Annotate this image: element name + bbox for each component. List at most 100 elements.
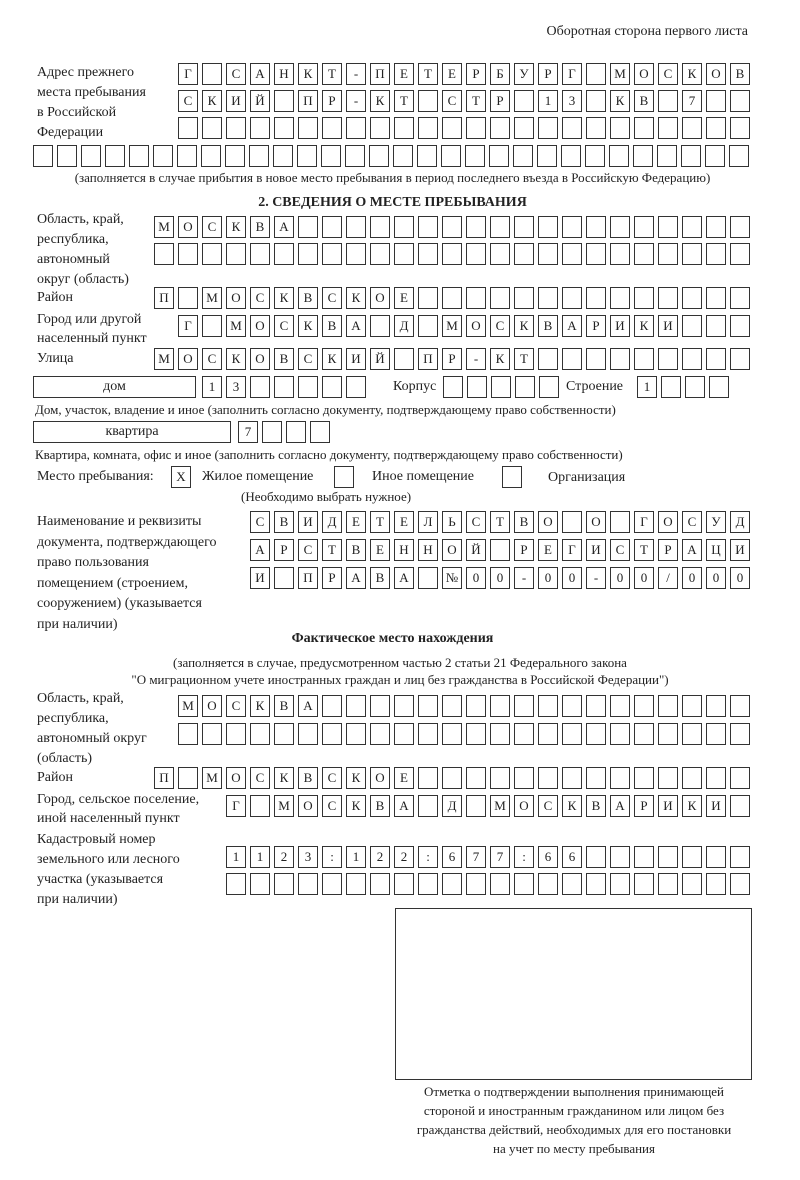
char-cell[interactable] [370, 117, 390, 139]
char-cell[interactable] [310, 421, 330, 443]
char-cell[interactable]: М [226, 315, 246, 337]
char-cell[interactable]: В [346, 539, 366, 561]
char-cell[interactable]: Е [346, 511, 366, 533]
char-cell[interactable] [153, 145, 173, 167]
char-cell[interactable] [610, 695, 630, 717]
char-cell[interactable] [730, 846, 750, 868]
char-cell[interactable] [370, 723, 390, 745]
char-cell[interactable]: Й [250, 90, 270, 112]
char-cell[interactable] [609, 145, 629, 167]
char-cell[interactable]: 2 [370, 846, 390, 868]
char-cell[interactable]: К [610, 90, 630, 112]
char-cell[interactable]: Ь [442, 511, 462, 533]
char-cell[interactable]: Т [322, 63, 342, 85]
char-cell[interactable]: С [274, 315, 294, 337]
char-cell[interactable] [706, 695, 726, 717]
char-cell[interactable]: К [514, 315, 534, 337]
char-cell[interactable]: О [202, 695, 222, 717]
char-cell[interactable]: С [322, 767, 342, 789]
char-cell[interactable]: В [298, 767, 318, 789]
house-type-field[interactable]: дом [33, 376, 196, 398]
char-cell[interactable] [514, 767, 534, 789]
char-cell[interactable] [346, 873, 366, 895]
char-cell[interactable]: П [298, 567, 318, 589]
char-cell[interactable] [634, 723, 654, 745]
char-cell[interactable]: 0 [538, 567, 558, 589]
char-cell[interactable] [202, 243, 222, 265]
char-cell[interactable] [730, 723, 750, 745]
char-cell[interactable]: П [298, 90, 318, 112]
char-cell[interactable] [393, 145, 413, 167]
char-cell[interactable] [442, 873, 462, 895]
char-cell[interactable] [658, 723, 678, 745]
char-cell[interactable]: В [322, 315, 342, 337]
char-cell[interactable]: К [682, 63, 702, 85]
char-cell[interactable] [682, 117, 702, 139]
char-cell[interactable]: Т [634, 539, 654, 561]
char-cell[interactable] [491, 376, 511, 398]
char-cell[interactable]: В [730, 63, 750, 85]
char-cell[interactable]: О [442, 539, 462, 561]
char-cell[interactable]: 1 [226, 846, 246, 868]
char-cell[interactable] [394, 348, 414, 370]
char-cell[interactable] [465, 145, 485, 167]
char-cell[interactable]: С [610, 539, 630, 561]
char-cell[interactable] [370, 695, 390, 717]
char-cell[interactable]: Р [658, 539, 678, 561]
char-cell[interactable] [514, 723, 534, 745]
char-cell[interactable] [561, 145, 581, 167]
char-cell[interactable] [274, 243, 294, 265]
char-cell[interactable] [177, 145, 197, 167]
char-cell[interactable] [490, 287, 510, 309]
char-cell[interactable]: 7 [490, 846, 510, 868]
char-cell[interactable] [610, 243, 630, 265]
char-cell[interactable]: И [298, 511, 318, 533]
char-cell[interactable]: Е [394, 511, 414, 533]
char-cell[interactable] [443, 376, 463, 398]
char-cell[interactable] [658, 846, 678, 868]
char-cell[interactable]: Р [634, 795, 654, 817]
char-cell[interactable]: С [250, 767, 270, 789]
char-cell[interactable] [33, 145, 53, 167]
char-cell[interactable]: М [610, 63, 630, 85]
char-cell[interactable] [466, 723, 486, 745]
char-cell[interactable] [730, 216, 750, 238]
char-cell[interactable] [322, 376, 342, 398]
char-cell[interactable] [249, 145, 269, 167]
char-cell[interactable]: К [634, 315, 654, 337]
char-cell[interactable]: № [442, 567, 462, 589]
char-cell[interactable] [225, 145, 245, 167]
char-cell[interactable]: Е [394, 63, 414, 85]
char-cell[interactable] [705, 145, 725, 167]
char-cell[interactable]: О [178, 348, 198, 370]
char-cell[interactable]: О [634, 63, 654, 85]
char-cell[interactable] [706, 767, 726, 789]
char-cell[interactable]: Н [418, 539, 438, 561]
char-cell[interactable] [346, 216, 366, 238]
char-cell[interactable] [706, 287, 726, 309]
char-cell[interactable]: И [658, 315, 678, 337]
char-cell[interactable]: О [298, 795, 318, 817]
char-cell[interactable] [394, 216, 414, 238]
char-cell[interactable] [370, 216, 390, 238]
char-cell[interactable] [634, 287, 654, 309]
char-cell[interactable] [682, 216, 702, 238]
char-cell[interactable]: К [226, 348, 246, 370]
char-cell[interactable]: А [250, 539, 270, 561]
char-cell[interactable]: М [154, 348, 174, 370]
char-cell[interactable]: 1 [637, 376, 657, 398]
char-cell[interactable] [226, 117, 246, 139]
char-cell[interactable]: Р [442, 348, 462, 370]
char-cell[interactable]: 3 [562, 90, 582, 112]
char-cell[interactable] [682, 846, 702, 868]
char-cell[interactable]: 1 [538, 90, 558, 112]
char-cell[interactable] [514, 695, 534, 717]
char-cell[interactable]: Р [586, 315, 606, 337]
char-cell[interactable] [658, 117, 678, 139]
char-cell[interactable]: С [298, 539, 318, 561]
char-cell[interactable] [394, 243, 414, 265]
char-cell[interactable] [274, 873, 294, 895]
char-cell[interactable] [706, 90, 726, 112]
char-cell[interactable]: Г [634, 511, 654, 533]
char-cell[interactable] [442, 723, 462, 745]
